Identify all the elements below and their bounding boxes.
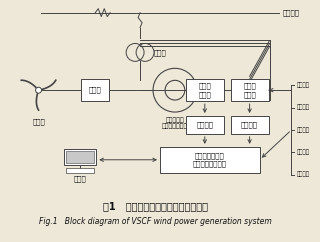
Text: 控制台: 控制台 [74, 176, 87, 182]
Text: 定子电流: 定子电流 [296, 105, 309, 110]
Text: 变压器: 变压器 [154, 49, 167, 56]
Text: 增速箱: 增速箱 [89, 87, 102, 93]
FancyBboxPatch shape [160, 147, 260, 173]
FancyBboxPatch shape [231, 116, 268, 134]
Text: 电力系统: 电力系统 [283, 9, 300, 16]
Text: 电网侧
变流器: 电网侧 变流器 [243, 83, 256, 98]
Text: Fig.1   Block diagram of VSCF wind power generation system: Fig.1 Block diagram of VSCF wind power g… [39, 217, 271, 226]
Text: 双馈式变速
恒频风力发电机: 双馈式变速 恒频风力发电机 [162, 117, 188, 129]
Text: 电机转速: 电机转速 [296, 172, 309, 177]
FancyBboxPatch shape [67, 168, 94, 173]
Text: 定子电压: 定子电压 [296, 83, 309, 88]
FancyBboxPatch shape [186, 79, 224, 101]
FancyBboxPatch shape [186, 116, 224, 134]
Text: 驱动电路: 驱动电路 [196, 122, 213, 128]
Text: 转子电流: 转子电流 [296, 150, 309, 155]
Text: 转子电压: 转子电压 [296, 127, 309, 133]
FancyBboxPatch shape [67, 151, 94, 163]
Text: 风力机: 风力机 [32, 118, 45, 125]
Text: 驱动电路: 驱动电路 [241, 122, 258, 128]
Circle shape [36, 87, 42, 93]
FancyBboxPatch shape [231, 79, 268, 101]
Text: 基于微处理器的
变速恒频控制系统: 基于微处理器的 变速恒频控制系统 [193, 152, 227, 167]
FancyBboxPatch shape [81, 79, 109, 101]
Text: 转子侧
变流器: 转子侧 变流器 [198, 83, 211, 98]
Text: 图1   变速恒频风力发电系统原理框图: 图1 变速恒频风力发电系统原理框图 [102, 202, 208, 212]
FancyBboxPatch shape [64, 149, 96, 165]
